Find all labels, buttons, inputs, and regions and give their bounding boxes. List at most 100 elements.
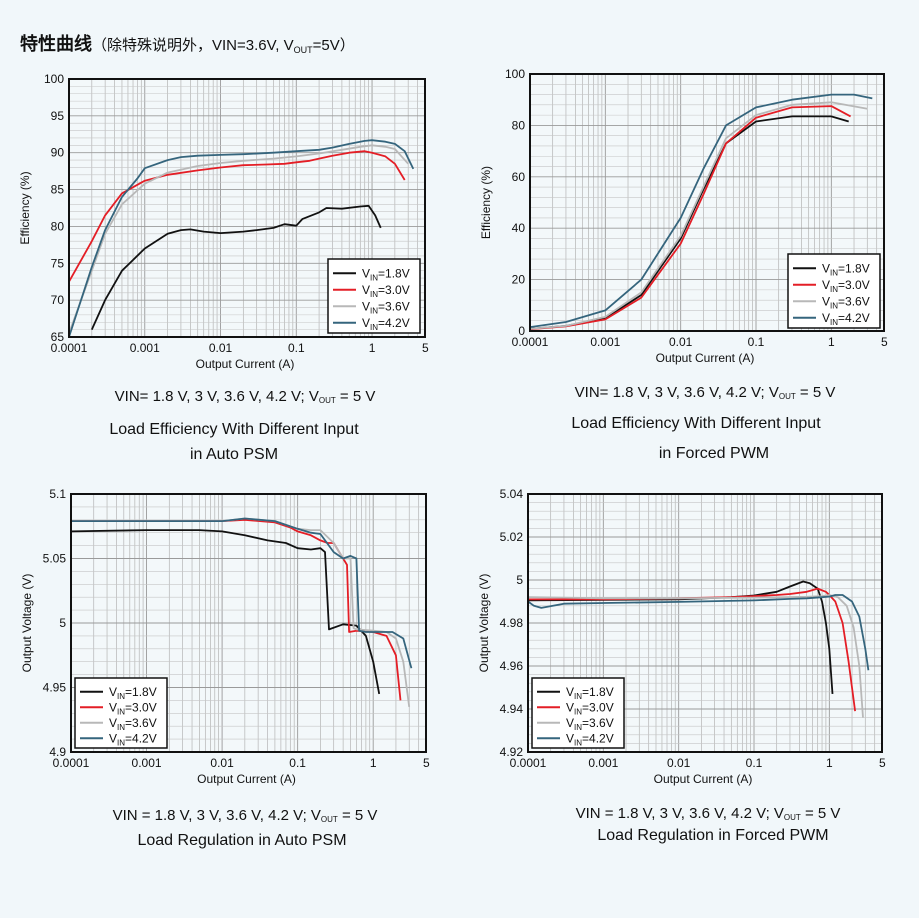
regulation-auto-psm-legend-box bbox=[74, 677, 168, 749]
regulation-auto-psm-conditions: VIN = 1.8 V, 3 V, 3.6 V, 4.2 V; VOUT = 5… bbox=[112, 807, 378, 824]
efficiency-forced-pwm-legend-label: VIN=3.0V bbox=[822, 278, 870, 294]
efficiency-auto-psm-x-tick-label: 0.01 bbox=[209, 341, 233, 355]
efficiency-forced-pwm-series-vin-3-0v bbox=[529, 105, 852, 331]
regulation-forced-pwm-y-tick-label: 5 bbox=[516, 573, 523, 587]
regulation-auto-psm-x-tick-label: 0.1 bbox=[289, 756, 306, 770]
page-subtitle: （除特殊说明外，VIN=3.6V, VOUT=5V） bbox=[92, 37, 355, 55]
regulation-forced-pwm-x-tick-label: 5 bbox=[879, 756, 886, 770]
efficiency-auto-psm-legend-label: VIN=4.2V bbox=[362, 316, 410, 332]
efficiency-forced-pwm-x-tick-label: 0.1 bbox=[748, 335, 765, 349]
efficiency-forced-pwm-x-tick-label: 5 bbox=[881, 335, 888, 349]
regulation-auto-psm-legend-label: VIN=3.6V bbox=[109, 716, 157, 732]
efficiency-forced-pwm-y-axis-label: Efficiency (%) bbox=[479, 166, 493, 239]
efficiency-auto-psm-x-tick-label: 0.001 bbox=[130, 341, 160, 355]
efficiency-auto-psm-y-tick-label: 65 bbox=[51, 330, 65, 344]
regulation-forced-pwm-conditions: VIN = 1.8 V, 3 V, 3.6 V, 4.2 V; VOUT = 5… bbox=[575, 805, 841, 822]
regulation-forced-pwm-y-tick-label: 4.92 bbox=[500, 745, 524, 759]
regulation-forced-pwm-legend-label: VIN=1.8V bbox=[566, 685, 614, 701]
regulation-forced-pwm-y-tick-label: 5.04 bbox=[500, 487, 524, 501]
efficiency-forced-pwm-caption-line1: Load Efficiency With Different Input bbox=[571, 415, 821, 432]
efficiency-forced-pwm-legend-label: VIN=3.6V bbox=[822, 294, 870, 310]
regulation-forced-pwm-legend-label: VIN=3.0V bbox=[566, 700, 614, 716]
efficiency-auto-psm-conditions: VIN= 1.8 V, 3 V, 3.6 V, 4.2 V; VOUT = 5 … bbox=[114, 388, 376, 405]
efficiency-forced-pwm-x-tick-label: 1 bbox=[828, 335, 835, 349]
efficiency-auto-psm-caption-line2: in Auto PSM bbox=[189, 446, 279, 463]
efficiency-auto-psm-frame bbox=[68, 78, 426, 338]
efficiency-forced-pwm-y-tick-label: 20 bbox=[512, 273, 526, 287]
regulation-auto-psm-y-axis-label: Output Voltage (V) bbox=[20, 574, 34, 673]
regulation-auto-psm-x-axis-label: Output Current (A) bbox=[197, 772, 296, 786]
regulation-forced-pwm-x-axis-label: Output Current (A) bbox=[654, 772, 753, 786]
regulation-auto-psm-group: 0.0001 0.001 0.01 0.1 1 5 4.9 4.95 5 5.05 5.1 Outpu… bbox=[20, 487, 430, 786]
efficiency-forced-pwm-x-axis-label: Output Current (A) bbox=[656, 351, 755, 365]
efficiency-auto-psm-series-vin-1-8v bbox=[90, 204, 382, 330]
regulation-auto-psm-frame bbox=[70, 493, 427, 753]
efficiency-auto-psm-series-vin-3-6v bbox=[68, 144, 409, 334]
regulation-auto-psm-legend-label: VIN=4.2V bbox=[109, 731, 157, 747]
regulation-forced-pwm-y-tick-label: 4.98 bbox=[500, 616, 524, 630]
regulation-forced-pwm-x-tick-label: 0.1 bbox=[746, 756, 763, 770]
regulation-auto-psm-caption: Load Regulation in Auto PSM bbox=[137, 832, 347, 849]
regulation-forced-pwm-y-tick-label: 4.94 bbox=[500, 702, 524, 716]
efficiency-auto-psm-y-tick-label: 85 bbox=[51, 183, 65, 197]
regulation-forced-pwm-legend-label: VIN=3.6V bbox=[566, 716, 614, 732]
efficiency-forced-pwm-legend-label: VIN=4.2V bbox=[822, 311, 870, 327]
efficiency-auto-psm-legend-label: VIN=3.6V bbox=[362, 299, 410, 315]
efficiency-forced-pwm-frame bbox=[529, 73, 885, 332]
efficiency-forced-pwm-y-tick-label: 80 bbox=[512, 118, 526, 132]
efficiency-forced-pwm-caption-line2: in Forced PWM bbox=[658, 445, 770, 462]
efficiency-auto-psm-legend-label: VIN=1.8V bbox=[362, 266, 410, 282]
regulation-auto-psm-y-tick-label: 4.95 bbox=[43, 681, 67, 695]
efficiency-auto-psm-y-tick-label: 100 bbox=[44, 72, 64, 86]
efficiency-forced-pwm-y-tick-label: 0 bbox=[518, 324, 525, 338]
efficiency-auto-psm-x-tick-label: 5 bbox=[422, 341, 429, 355]
regulation-forced-pwm-x-tick-label: 1 bbox=[826, 756, 833, 770]
regulation-forced-pwm-series-vin-3-6v bbox=[528, 594, 864, 718]
regulation-auto-psm-x-tick-label: 5 bbox=[423, 756, 430, 770]
efficiency-auto-psm-x-tick-label: 0.1 bbox=[288, 341, 305, 355]
efficiency-forced-pwm-group: 0.0001 0.001 0.01 0.1 1 5 0 20 40 60 80 100 Output C… bbox=[479, 67, 888, 365]
regulation-forced-pwm-group: 0.0001 0.001 0.01 0.1 1 5 4.92 4.94 4.96 4.98 5 5.0… bbox=[477, 487, 886, 786]
efficiency-forced-pwm-x-tick-label: 0.001 bbox=[590, 335, 620, 349]
efficiency-forced-pwm-x-tick-label: 0.0001 bbox=[512, 335, 549, 349]
regulation-forced-pwm-y-tick-label: 4.96 bbox=[500, 659, 524, 673]
regulation-auto-psm-x-tick-label: 1 bbox=[370, 756, 377, 770]
regulation-forced-pwm-y-tick-label: 5.02 bbox=[500, 530, 524, 544]
efficiency-auto-psm-y-tick-label: 90 bbox=[51, 146, 65, 160]
efficiency-auto-psm-x-axis-label: Output Current (A) bbox=[196, 357, 295, 371]
efficiency-auto-psm-legend-label: VIN=3.0V bbox=[362, 283, 410, 299]
regulation-auto-psm-legend-label: VIN=3.0V bbox=[109, 700, 157, 716]
regulation-forced-pwm-y-axis-label: Output Voltage (V) bbox=[477, 574, 491, 673]
regulation-auto-psm-x-tick-label: 0.0001 bbox=[53, 756, 90, 770]
page-title-main: 特性曲线 bbox=[20, 34, 92, 54]
regulation-auto-psm-legend-label: VIN=1.8V bbox=[109, 685, 157, 701]
efficiency-auto-psm-legend-box bbox=[327, 258, 421, 334]
regulation-forced-pwm-x-tick-label: 0.0001 bbox=[510, 756, 547, 770]
regulation-forced-pwm-x-tick-label: 0.001 bbox=[588, 756, 618, 770]
regulation-forced-pwm-frame bbox=[527, 493, 883, 753]
efficiency-auto-psm-x-tick-label: 0.0001 bbox=[51, 341, 88, 355]
efficiency-auto-psm-y-tick-label: 80 bbox=[51, 219, 65, 233]
efficiency-auto-psm-series-vin-4-2v bbox=[68, 139, 415, 338]
regulation-auto-psm-y-tick-label: 5 bbox=[59, 616, 66, 630]
regulation-auto-psm-y-tick-label: 5.05 bbox=[43, 552, 67, 566]
efficiency-forced-pwm-legend-box bbox=[787, 253, 881, 329]
efficiency-forced-pwm-y-tick-label: 60 bbox=[512, 170, 526, 184]
efficiency-auto-psm-group: 0.0001 0.001 0.01 0.1 1 5 65 70 75 80 85 90 95 100 Out… bbox=[18, 72, 429, 371]
efficiency-forced-pwm-conditions: VIN= 1.8 V, 3 V, 3.6 V, 4.2 V; VOUT = 5 … bbox=[574, 384, 836, 401]
efficiency-auto-psm-y-tick-label: 95 bbox=[51, 109, 65, 123]
regulation-forced-pwm-legend-box bbox=[531, 677, 625, 749]
regulation-auto-psm-series-vin-4-2v bbox=[71, 517, 413, 669]
regulation-auto-psm-y-tick-label: 5.1 bbox=[49, 487, 66, 501]
regulation-forced-pwm-caption: Load Regulation in Forced PWM bbox=[597, 827, 829, 844]
efficiency-forced-pwm-x-tick-label: 0.01 bbox=[669, 335, 693, 349]
efficiency-auto-psm-y-axis-label: Efficiency (%) bbox=[18, 171, 32, 244]
regulation-forced-pwm-legend-label: VIN=4.2V bbox=[566, 731, 614, 747]
efficiency-forced-pwm-y-tick-label: 100 bbox=[505, 67, 525, 81]
regulation-auto-psm-y-tick-label: 4.9 bbox=[49, 745, 66, 759]
efficiency-forced-pwm-legend-label: VIN=1.8V bbox=[822, 261, 870, 277]
